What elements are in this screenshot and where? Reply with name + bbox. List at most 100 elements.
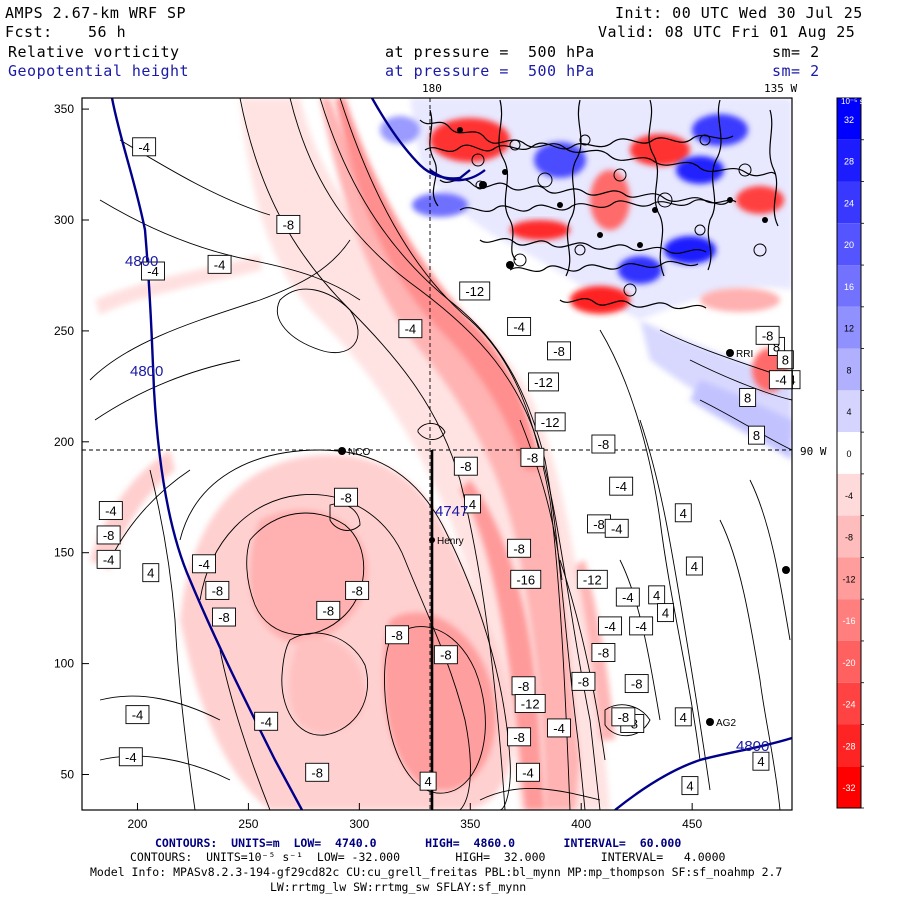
contour-label: 8 [782, 353, 789, 368]
colorbar-tick-label: 8 [846, 365, 851, 375]
contour-label-box [514, 694, 546, 713]
contour-label-box [674, 503, 692, 523]
x-tick-label: 300 [349, 817, 369, 831]
station-dot-rri [726, 349, 734, 357]
colorbar-swatch [837, 599, 861, 641]
y-tick-label: 200 [54, 435, 74, 449]
contour-label: -8 [631, 677, 643, 692]
contour-label-box [207, 254, 232, 274]
contour-label-box [571, 671, 596, 691]
colorbar: 32 28 24 20 16 12 8 4 0 -4 -8 -12 -16 -20 -24 -28 -32 10⁻… [836, 97, 871, 809]
contour-label: 4 [653, 588, 660, 603]
contour-label: -4 [147, 264, 159, 279]
contour-label-box [648, 585, 666, 605]
contour-label: 8 [773, 339, 780, 354]
contour-label: -16 [516, 572, 535, 587]
contour-label: -8 [340, 490, 352, 505]
contour-label-box [611, 707, 636, 727]
contour-label-box [507, 317, 532, 336]
contour-label-box [615, 587, 640, 607]
contour-label: -4 [604, 619, 616, 634]
contour-label-box [681, 776, 699, 796]
lon-label-135w: 135 W [764, 82, 797, 95]
x-tick-label: 200 [127, 817, 147, 831]
contour-label: -8 [593, 517, 605, 532]
contour-label-box [547, 341, 571, 361]
colorbar-tick-label: 12 [844, 324, 854, 334]
contour-label-box [254, 711, 279, 731]
contour-label: 4 [680, 710, 687, 725]
height-label-4800-southeast: 4800 [736, 738, 769, 755]
x-tick-label: 350 [460, 817, 480, 831]
contour-label: -12 [583, 572, 602, 587]
contour-label: -4 [635, 619, 647, 634]
footer-model-info: Model Info: MPASv8.2.3-194-gf29cd82c CU:… [90, 865, 783, 879]
contour-label: -4 [132, 708, 144, 723]
contour-label-box [385, 625, 410, 645]
contour-label: -4 [611, 521, 623, 536]
contour-label: 4 [147, 566, 154, 581]
contour-label-box [205, 580, 230, 600]
contour-label: -4 [138, 140, 150, 155]
colorbar-swatch [837, 682, 861, 725]
footer-radiation-info: LW:rrtmg_lw SW:rrtmg_sw SFLAY:sf_mynn [270, 880, 527, 894]
vorticity-contour-labels: -4 -8 -4 -4 -4 -12 -4 -8 -12 -12 -8 -8 -8 -4 -8 -4 -8 4 -1… [96, 137, 801, 796]
contour-label: -8 [218, 610, 230, 625]
contour-label: -8 [323, 603, 335, 618]
contour-label-box [464, 494, 481, 514]
init-time: Init: 00 UTC Wed 30 Jul 25 [615, 4, 863, 22]
contour-label: 4 [757, 754, 764, 769]
station-dot-east [782, 566, 790, 574]
contour-label: -8 [440, 648, 452, 663]
contour-label-box [624, 674, 649, 694]
contour-label: -4 [103, 552, 115, 567]
contour-label-box [507, 538, 532, 558]
contour-label-box [334, 487, 358, 507]
contour-label-box [752, 751, 770, 771]
contour-label-box [316, 600, 341, 620]
contour-label-box [674, 707, 692, 727]
contour-label-box [576, 569, 608, 589]
field2-level: at pressure = 500 hPa [385, 62, 595, 80]
contour-label: -8 [527, 450, 539, 465]
colorbar-swatch [837, 515, 861, 558]
contour-label: -8 [598, 646, 610, 661]
contour-label: 4 [662, 606, 669, 621]
contour-label-box [591, 434, 616, 454]
contour-label: -8 [103, 528, 115, 543]
station-label-nco: NCO [348, 447, 370, 458]
contour-label-box [419, 771, 437, 791]
contour-label: 8 [744, 390, 751, 405]
contour-label-box [598, 616, 623, 636]
x-tick-label: 250 [238, 817, 258, 831]
contour-label: -12 [521, 697, 540, 712]
field2-name: Geopotential height [8, 62, 190, 80]
contour-label: -8 [513, 541, 525, 556]
contour-label: -12 [534, 375, 553, 390]
colorbar-tick-label: -12 [842, 574, 855, 584]
colorbar-tick-label: 28 [844, 157, 854, 167]
field1-name: Relative vorticity [8, 43, 180, 61]
colorbar-swatch [837, 390, 861, 433]
contour-label: -8 [762, 328, 774, 343]
contour-label-box [507, 727, 532, 747]
contour-label: -4 [615, 479, 627, 494]
contour-label: -8 [598, 437, 610, 452]
field1-smoothing: sm= 2 [772, 43, 820, 61]
station-dot-henry [429, 537, 435, 543]
colorbar-swatch [837, 432, 861, 474]
contour-label: -4 [775, 373, 787, 388]
x-tick-label: 450 [682, 817, 702, 831]
contour-label-box [141, 261, 165, 281]
colorbar-tick-label: -20 [842, 658, 855, 668]
y-tick-label: 100 [54, 657, 74, 671]
height-contour-labels: 4800 4800 4800 4747 [125, 253, 769, 755]
station-label-henry: Henry [437, 536, 464, 547]
colorbar-tick-label: -24 [842, 700, 855, 710]
y-tick-label: 250 [54, 324, 74, 338]
contour-label-box [192, 554, 216, 574]
y-axis: 50 100 150 200 250 300 350 [54, 102, 89, 782]
contour-label-box [748, 425, 765, 445]
x-axis: 200 250 300 350 400 450 [127, 803, 702, 831]
